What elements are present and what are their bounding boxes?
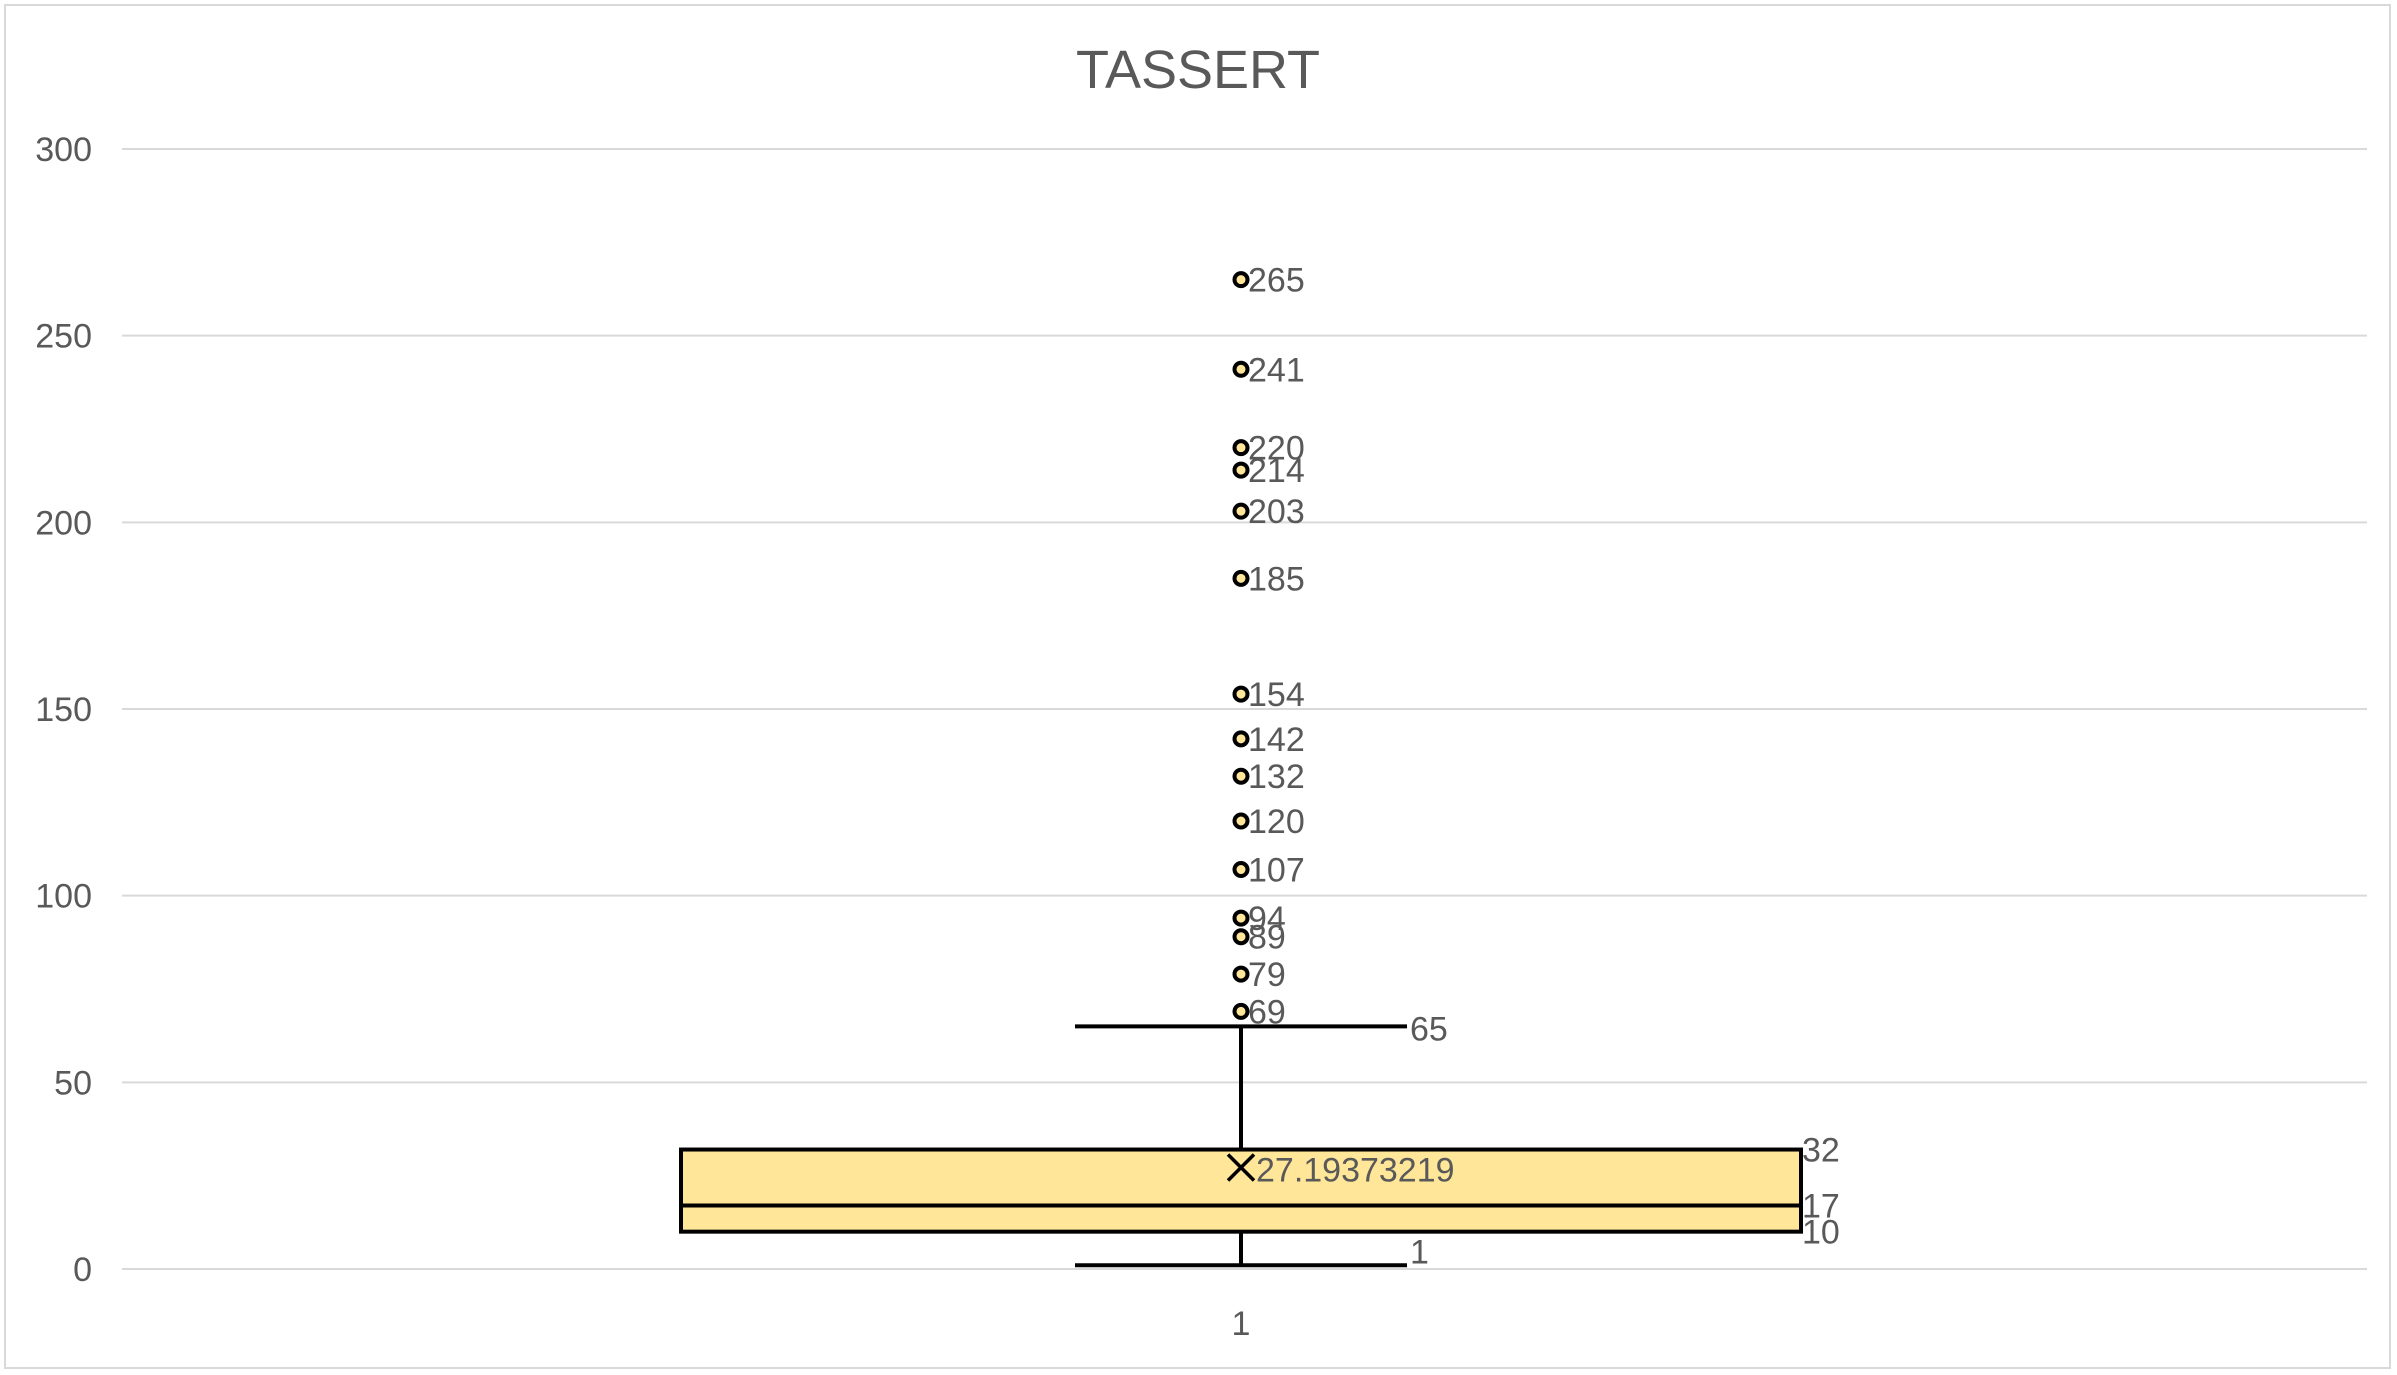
outlier-label: 185: [1248, 560, 1305, 598]
outlier-point: [1232, 502, 1250, 520]
y-tick-label: 300: [35, 131, 92, 169]
outlier-label: 154: [1248, 676, 1305, 714]
outlier-point: [1232, 909, 1250, 927]
outlier-label: 107: [1248, 852, 1305, 890]
outlier-point: [1232, 730, 1250, 748]
median-label: 17: [1802, 1188, 1840, 1226]
gridlines: [122, 148, 2367, 1270]
chart-frame: [4, 4, 2391, 1369]
outlier-point: [1232, 569, 1250, 587]
outlier-point: [1232, 271, 1250, 289]
outlier-point: [1232, 360, 1250, 378]
outlier-label: 89: [1248, 919, 1286, 957]
outlier-point: [1232, 1002, 1250, 1020]
outlier-label: 203: [1248, 493, 1305, 531]
outlier-point: [1232, 861, 1250, 879]
y-tick-label: 200: [35, 504, 92, 542]
y-tick-label: 150: [35, 691, 92, 729]
iqr-box: [679, 1147, 1803, 1234]
outlier-point: [1232, 965, 1250, 983]
outlier-point: [1232, 928, 1250, 946]
y-tick-label: 0: [73, 1251, 92, 1289]
mean-marker-stroke-b: [1226, 1153, 1256, 1182]
outlier-label: 142: [1248, 721, 1305, 759]
outlier-point: [1232, 685, 1250, 703]
max-label: 65: [1410, 1010, 1448, 1048]
y-tick-label: 100: [35, 878, 92, 916]
outlier-point: [1232, 439, 1250, 457]
mean-label: 27.19373219: [1256, 1151, 1455, 1189]
outlier-label: 79: [1248, 956, 1286, 994]
outlier-label: 214: [1248, 452, 1305, 490]
outlier-label: 241: [1248, 351, 1305, 389]
y-axis-ticks: 0 50 100 150 200 250 300: [35, 131, 92, 1289]
data-labels: 6979899410712013214215418520321422024126…: [1248, 262, 1840, 1272]
outlier-label: 94: [1248, 900, 1286, 938]
chart-title: TASSERT: [1076, 40, 1320, 100]
outlier-label: 132: [1248, 758, 1305, 796]
y-tick-label: 50: [54, 1064, 92, 1102]
outlier-point: [1232, 461, 1250, 479]
y-tick-label: 250: [35, 318, 92, 356]
outlier-point: [1232, 767, 1250, 785]
outlier-point: [1232, 812, 1250, 830]
x-tick-label: 1: [1232, 1305, 1251, 1343]
outlier-label: 69: [1248, 993, 1286, 1031]
plot-area: [679, 271, 1803, 1268]
q1-label: 10: [1802, 1214, 1840, 1252]
min-label: 1: [1410, 1233, 1429, 1271]
outlier-label: 220: [1248, 430, 1305, 468]
outlier-label: 120: [1248, 803, 1305, 841]
x-axis-ticks: 1: [1232, 1305, 1251, 1343]
outlier-label: 265: [1248, 262, 1305, 300]
q3-label: 32: [1802, 1132, 1840, 1170]
